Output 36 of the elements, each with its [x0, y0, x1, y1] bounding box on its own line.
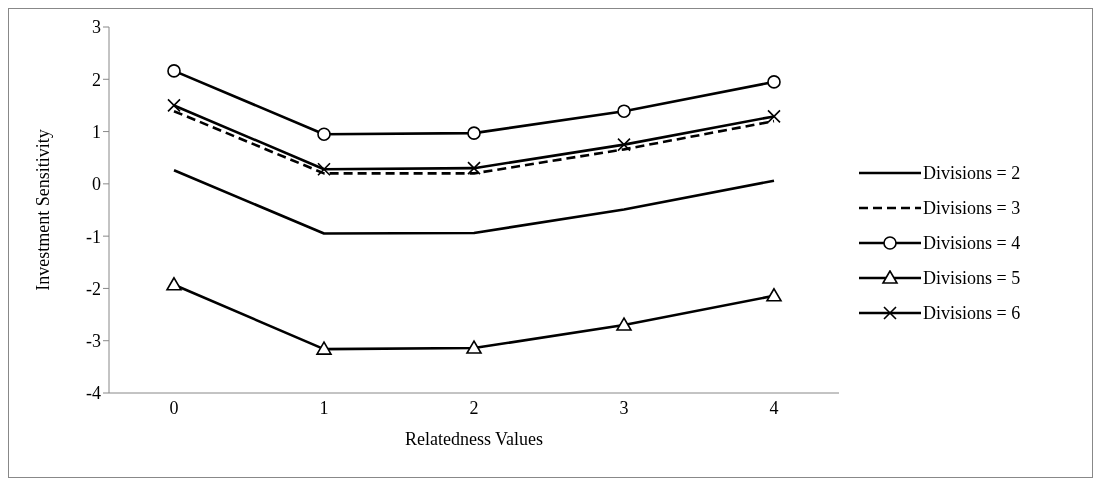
point — [767, 109, 781, 124]
y-tick-label: 2 — [92, 69, 101, 90]
legend-label: Divisions = 5 — [923, 267, 1021, 289]
legend-label: Divisions = 3 — [923, 197, 1021, 219]
y-tick-label: -3 — [86, 331, 101, 352]
y-tick-label: -2 — [86, 278, 101, 299]
point — [167, 98, 181, 113]
point — [766, 287, 782, 302]
point — [467, 126, 481, 140]
point — [316, 341, 332, 355]
point — [467, 161, 481, 175]
legend-label: Divisions = 4 — [923, 232, 1021, 254]
x-axis-title: Relatedness Values — [404, 429, 544, 449]
point — [466, 340, 482, 354]
line-series — [172, 168, 776, 235]
y-tick-label: 0 — [92, 174, 101, 195]
x-tick-label: 3 — [619, 397, 629, 418]
y-axis-title: Investment Sensitivity — [33, 129, 54, 291]
y-tick-label: -1 — [86, 226, 101, 247]
legend-label: Divisions = 6 — [923, 302, 1021, 324]
point — [616, 317, 632, 331]
x-tick-label: 4 — [769, 397, 779, 418]
point — [166, 276, 182, 291]
y-tick-label: 3 — [92, 17, 101, 38]
x-tick-label: 1 — [319, 397, 329, 418]
point — [317, 127, 331, 141]
x-tick-label: 2 — [469, 397, 479, 418]
point — [617, 104, 631, 118]
legend-label: Divisions = 2 — [923, 162, 1021, 184]
point — [767, 75, 781, 89]
y-tick-label: 1 — [92, 121, 101, 142]
point — [167, 64, 181, 78]
point — [317, 162, 331, 177]
point — [617, 137, 631, 152]
x-tick-label: 0 — [169, 397, 179, 418]
y-tick-label: -4 — [86, 383, 101, 404]
